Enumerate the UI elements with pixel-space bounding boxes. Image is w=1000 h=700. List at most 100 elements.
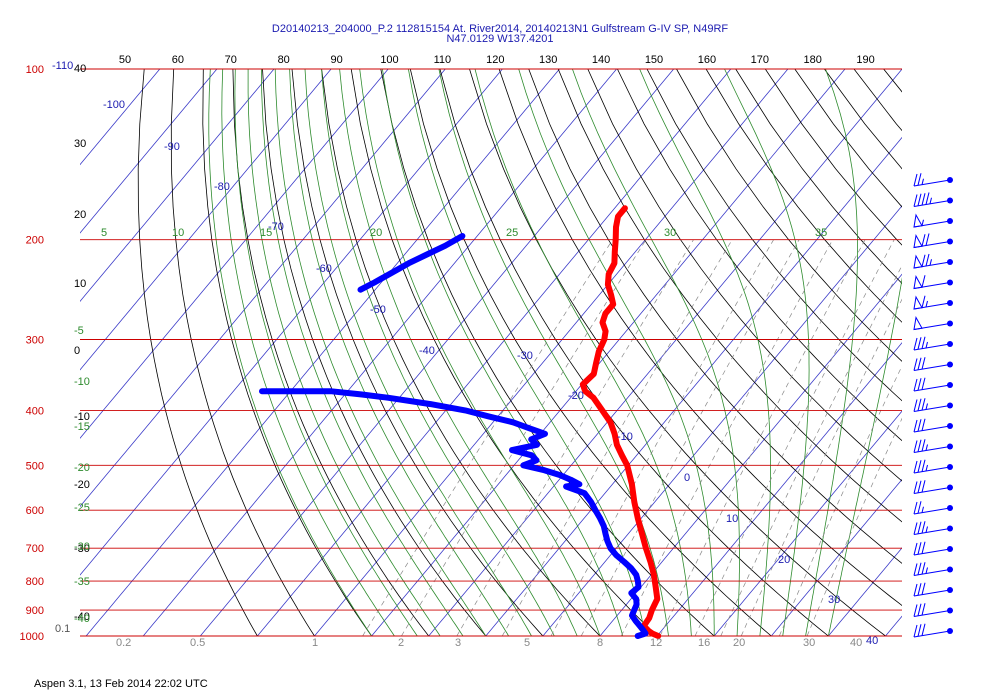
moist-adiabat-line xyxy=(304,69,532,637)
mixing-ratio-top-label: 10 xyxy=(172,227,184,239)
dry-adiabat-line xyxy=(824,69,902,170)
wind-barbs xyxy=(913,173,953,638)
moist-adiabat-line xyxy=(382,69,624,637)
mixing-ratio-left-label: -10 xyxy=(74,376,90,388)
moist-adiabat-line xyxy=(572,69,740,637)
moist-adiabat-line xyxy=(474,69,692,637)
mixing-ratio-bottom-label: 20 xyxy=(733,637,745,649)
isotherm-label: 0 xyxy=(684,472,690,484)
theta-left-label: -30 xyxy=(74,543,90,555)
series-line xyxy=(259,388,649,639)
dry-adiabat-line xyxy=(409,69,772,637)
mixing-ratio-bottom-label: 12 xyxy=(650,637,662,649)
mixing-ratio-top-label: 15 xyxy=(260,227,272,239)
dry-adiabat-line xyxy=(232,69,430,637)
theta-top-label: 180 xyxy=(804,54,822,66)
dry-adiabat-line xyxy=(676,69,902,362)
isotherm-line xyxy=(828,547,902,637)
dry-adiabat-line xyxy=(262,69,487,637)
isotherm-label: -20 xyxy=(568,390,584,402)
grid-lines xyxy=(80,69,1000,637)
moist-adiabat-line xyxy=(359,69,601,637)
dry-adiabat-line xyxy=(498,69,902,607)
wind-barb xyxy=(913,316,953,331)
moist-adiabat-line xyxy=(274,69,487,637)
pressure-tick-label: 200 xyxy=(26,235,44,247)
theta-left-label: 30 xyxy=(74,138,86,150)
dry-adiabat-line xyxy=(202,69,372,637)
isotherm-label: -100 xyxy=(103,99,125,111)
isotherm-line xyxy=(885,615,902,637)
isotherm-line xyxy=(85,69,560,637)
isotherm-label: -90 xyxy=(164,141,180,153)
wind-barb xyxy=(913,418,953,433)
mixing-ratio-line xyxy=(778,365,902,637)
dry-adiabat-line xyxy=(137,69,258,637)
footer-text: Aspen 3.1, 13 Feb 2014 22:02 UTC xyxy=(34,678,208,690)
theta-top-label: 160 xyxy=(698,54,716,66)
mixing-ratio-line xyxy=(659,239,866,637)
isotherm-line xyxy=(770,478,902,637)
mixing-ratio-bottom-label: 30 xyxy=(803,637,815,649)
moist-adiabat-line xyxy=(339,69,578,637)
pressure-tick-label: 300 xyxy=(26,335,44,347)
mixing-ratio-left-label: -5 xyxy=(74,325,84,337)
mixing-ratio-top-label: 30 xyxy=(664,227,676,239)
wind-barb xyxy=(913,439,953,453)
isotherm-line xyxy=(314,69,789,637)
theta-left-label: 0 xyxy=(74,345,80,357)
wind-barb xyxy=(913,357,953,371)
moist-adiabat-line xyxy=(438,69,669,637)
theta-left-label: -20 xyxy=(74,479,90,491)
theta-left-label: 40 xyxy=(74,63,86,75)
moist-adiabat-line xyxy=(221,69,395,637)
dry-adiabat-line xyxy=(528,69,902,564)
theta-top-label: 100 xyxy=(380,54,398,66)
dry-adiabat-line xyxy=(557,69,902,523)
theta-top-label: 80 xyxy=(278,54,290,66)
dry-adiabat-line xyxy=(587,69,902,482)
dry-adiabat-line xyxy=(853,69,902,132)
wind-barb xyxy=(913,192,953,207)
theta-top-label: 120 xyxy=(486,54,504,66)
series-line xyxy=(357,233,466,293)
moist-adiabat-line xyxy=(234,69,418,637)
mixing-ratio-bottom-label: 0.1 xyxy=(55,623,70,635)
mixing-ratio-bottom-label: 0.2 xyxy=(116,637,131,649)
dry-adiabat-line xyxy=(913,69,1000,636)
dry-adiabat-line xyxy=(764,69,902,246)
dry-adiabat-line xyxy=(735,69,902,285)
mixing-ratio-line xyxy=(720,264,902,637)
mixing-ratio-line xyxy=(806,417,902,637)
isotherm-line xyxy=(428,69,902,637)
mixing-ratio-bottom-label: 0.5 xyxy=(190,637,205,649)
theta-top-label: 90 xyxy=(330,54,342,66)
wind-barb xyxy=(913,233,953,249)
theta-left-label: 20 xyxy=(74,209,86,221)
theta-top-label: 110 xyxy=(434,54,452,66)
moist-adiabat-line xyxy=(828,276,902,637)
dry-adiabat-line xyxy=(170,69,315,637)
dry-adiabat-line xyxy=(350,69,658,637)
mixing-ratio-bottom-label: 1 xyxy=(312,637,318,649)
moist-adiabat-line xyxy=(289,69,509,637)
theta-top-label: 60 xyxy=(172,54,184,66)
pressure-tick-label: 700 xyxy=(26,543,44,555)
isotherm-line xyxy=(485,136,902,637)
dry-adiabat-line xyxy=(794,69,902,208)
moist-adiabat-line xyxy=(261,69,464,637)
moist-adiabat-line xyxy=(805,69,859,637)
theta-top-label: 170 xyxy=(751,54,769,66)
mixing-ratio-bottom-label: 40 xyxy=(850,637,862,649)
mixing-ratio-top-label: 20 xyxy=(370,227,382,239)
mixing-ratio-top-label: 25 xyxy=(506,227,518,239)
mixing-ratio-bottom-label: 3 xyxy=(455,637,461,649)
wind-barb xyxy=(913,213,953,228)
pressure-tick-label: 400 xyxy=(26,405,44,417)
dry-adiabat-line xyxy=(617,69,902,442)
isotherm-label: -10 xyxy=(617,431,633,443)
pressure-tick-label: 800 xyxy=(26,576,44,588)
pressure-tick-label: 1000 xyxy=(20,631,44,643)
mixing-ratio-line xyxy=(550,239,774,637)
isotherm-label: 30 xyxy=(828,594,840,606)
